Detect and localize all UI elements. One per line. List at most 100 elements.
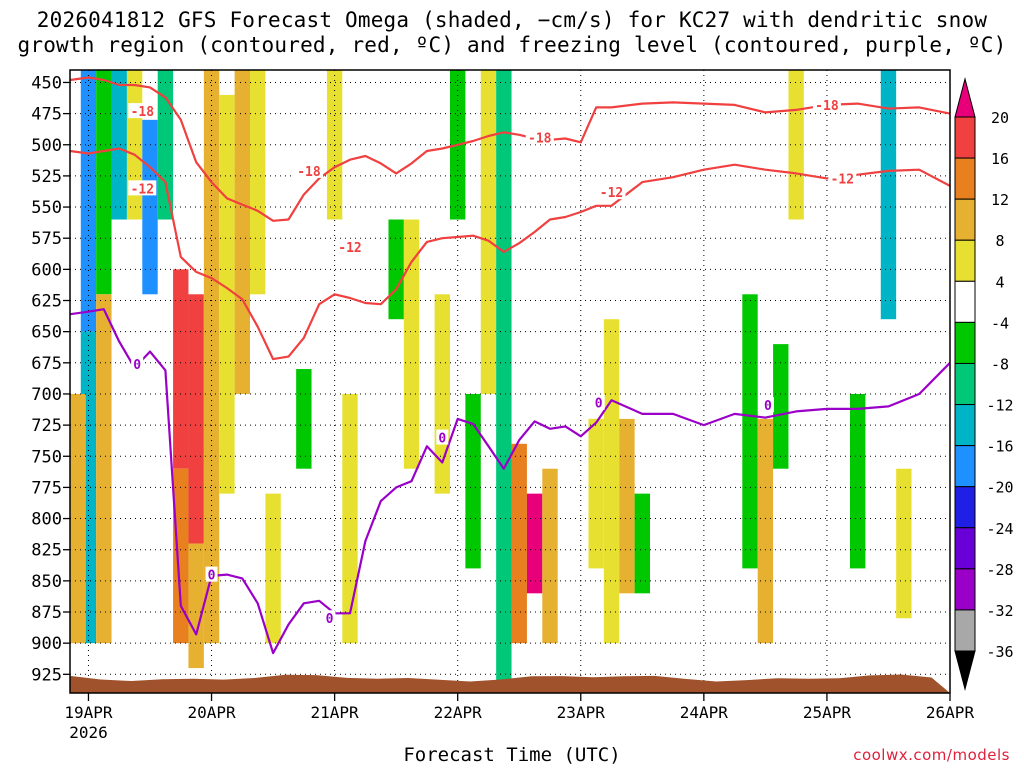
contour-label-bg xyxy=(131,356,144,372)
colorbar: 20 16 12 8 4 -4 -8 -12 -16 -20 -24 -28 -32 -36 xyxy=(954,77,1014,691)
colorbar-label: -12 xyxy=(986,397,1013,415)
omega-cell xyxy=(203,70,220,644)
colorbar-label: 16 xyxy=(991,150,1009,168)
contour-label: 0 xyxy=(133,358,141,373)
omega-cell xyxy=(603,319,620,644)
omega-cell xyxy=(434,294,450,494)
omega-cell xyxy=(403,219,420,469)
omega-shading xyxy=(70,70,912,693)
omega-cell xyxy=(896,468,912,619)
contour-label-bg xyxy=(436,429,449,445)
colorbar-label: 8 xyxy=(995,232,1004,250)
colorbar-segment xyxy=(954,609,976,652)
omega-cell xyxy=(111,70,127,220)
omega-cell xyxy=(588,418,604,569)
y-tick-label: 550 xyxy=(31,198,62,218)
plot-frame xyxy=(69,69,951,694)
contour-label: 0 xyxy=(764,399,772,414)
colorbar-segment xyxy=(954,527,976,570)
colorbar-label: -4 xyxy=(991,314,1009,332)
omega-cell xyxy=(850,393,866,569)
colorbar-label: -36 xyxy=(986,643,1013,661)
credit-link[interactable]: coolwx.com/models xyxy=(853,746,1010,764)
contour-label: 0 xyxy=(208,569,216,584)
y-tick-label: 775 xyxy=(31,478,62,498)
colorbar-segment xyxy=(954,239,976,282)
contour-freezing-level xyxy=(70,308,950,655)
y-tick-label: 900 xyxy=(31,634,62,654)
y-tick-label: 800 xyxy=(31,510,62,530)
omega-cell xyxy=(511,443,527,644)
x-tick-label: 23APR xyxy=(557,703,606,722)
colorbar-segment xyxy=(954,568,976,611)
colorbar-segment xyxy=(954,321,976,364)
omega-cell xyxy=(219,94,235,494)
omega-cell xyxy=(634,493,650,594)
omega-cell xyxy=(296,369,312,469)
omega-cell xyxy=(234,70,250,394)
colorbar-segment xyxy=(954,362,976,406)
contour-label-bg xyxy=(525,129,554,145)
contour-label: 0 xyxy=(595,397,603,412)
colorbar-label: 4 xyxy=(995,273,1004,291)
y-tick-label: 875 xyxy=(31,603,62,623)
y-axis: 450 475 500 525 550 575 600 625 650 675 700 725 750 7… xyxy=(31,73,70,685)
omega-cell xyxy=(188,543,204,669)
omega-cell xyxy=(265,493,281,644)
y-tick-label: 650 xyxy=(31,323,62,343)
ground-terrain xyxy=(70,674,950,693)
colorbar-label: 20 xyxy=(991,109,1009,127)
x-tick-label: 24APR xyxy=(680,703,729,722)
contour-label: -12 xyxy=(338,241,361,256)
omega-cell xyxy=(465,393,481,569)
colorbar-top-triangle xyxy=(954,77,976,118)
omega-cell xyxy=(542,468,558,644)
colorbar-label: -16 xyxy=(986,438,1013,456)
contour-label-bg xyxy=(128,103,157,119)
contour-dgz-minus12 xyxy=(70,147,950,361)
contour-label: -12 xyxy=(600,186,623,201)
contour-label-bg xyxy=(294,162,323,178)
contour-label-bg xyxy=(128,180,157,196)
y-tick-label: 525 xyxy=(31,167,62,187)
contour-dgz-minus18 xyxy=(70,76,950,222)
omega-cell xyxy=(173,468,189,644)
x-tick-label: 21APR xyxy=(311,703,360,722)
y-tick-label: 700 xyxy=(31,385,62,405)
contour-label-bg xyxy=(812,96,841,112)
omega-cell xyxy=(480,70,497,394)
colorbar-segment xyxy=(954,116,976,159)
colorbar-label: -32 xyxy=(986,602,1013,620)
omega-cell xyxy=(188,294,204,544)
omega-cell xyxy=(96,70,112,295)
omega-cell xyxy=(70,393,86,644)
omega-cell xyxy=(96,294,112,644)
omega-cell xyxy=(757,418,774,644)
contour-label-bg xyxy=(336,238,364,254)
contour-label-bg xyxy=(205,566,218,582)
contour-label: -18 xyxy=(815,99,839,114)
y-tick-label: 825 xyxy=(31,541,62,561)
contour-label: 0 xyxy=(326,612,334,627)
omega-cell xyxy=(619,418,635,594)
y-tick-label: 625 xyxy=(31,292,62,312)
y-tick-label: 575 xyxy=(31,229,62,249)
x-year-label: 2026 xyxy=(69,723,108,742)
contour-label: -18 xyxy=(528,131,552,146)
x-tick-label: 19APR xyxy=(64,703,113,722)
colorbar-label: -28 xyxy=(986,561,1013,579)
y-tick-label: 850 xyxy=(31,572,62,592)
omega-cell xyxy=(326,70,343,220)
y-tick-label: 750 xyxy=(31,447,62,467)
contour-label-bg xyxy=(828,170,857,186)
chart-title-line1: 2026041812 GFS Forecast Omega (shaded, −… xyxy=(36,8,988,32)
colorbar-label: -8 xyxy=(991,355,1009,373)
colorbar-label: -20 xyxy=(986,479,1013,497)
contour-labels: -18 -12 -18 -12 -18 -12 -18 -12 0 0 0 0 0 0 xyxy=(128,96,857,627)
colorbar-segment xyxy=(954,280,976,323)
x-tick-label: 20APR xyxy=(187,703,236,722)
omega-cell xyxy=(742,294,758,569)
omega-cell xyxy=(773,344,789,469)
